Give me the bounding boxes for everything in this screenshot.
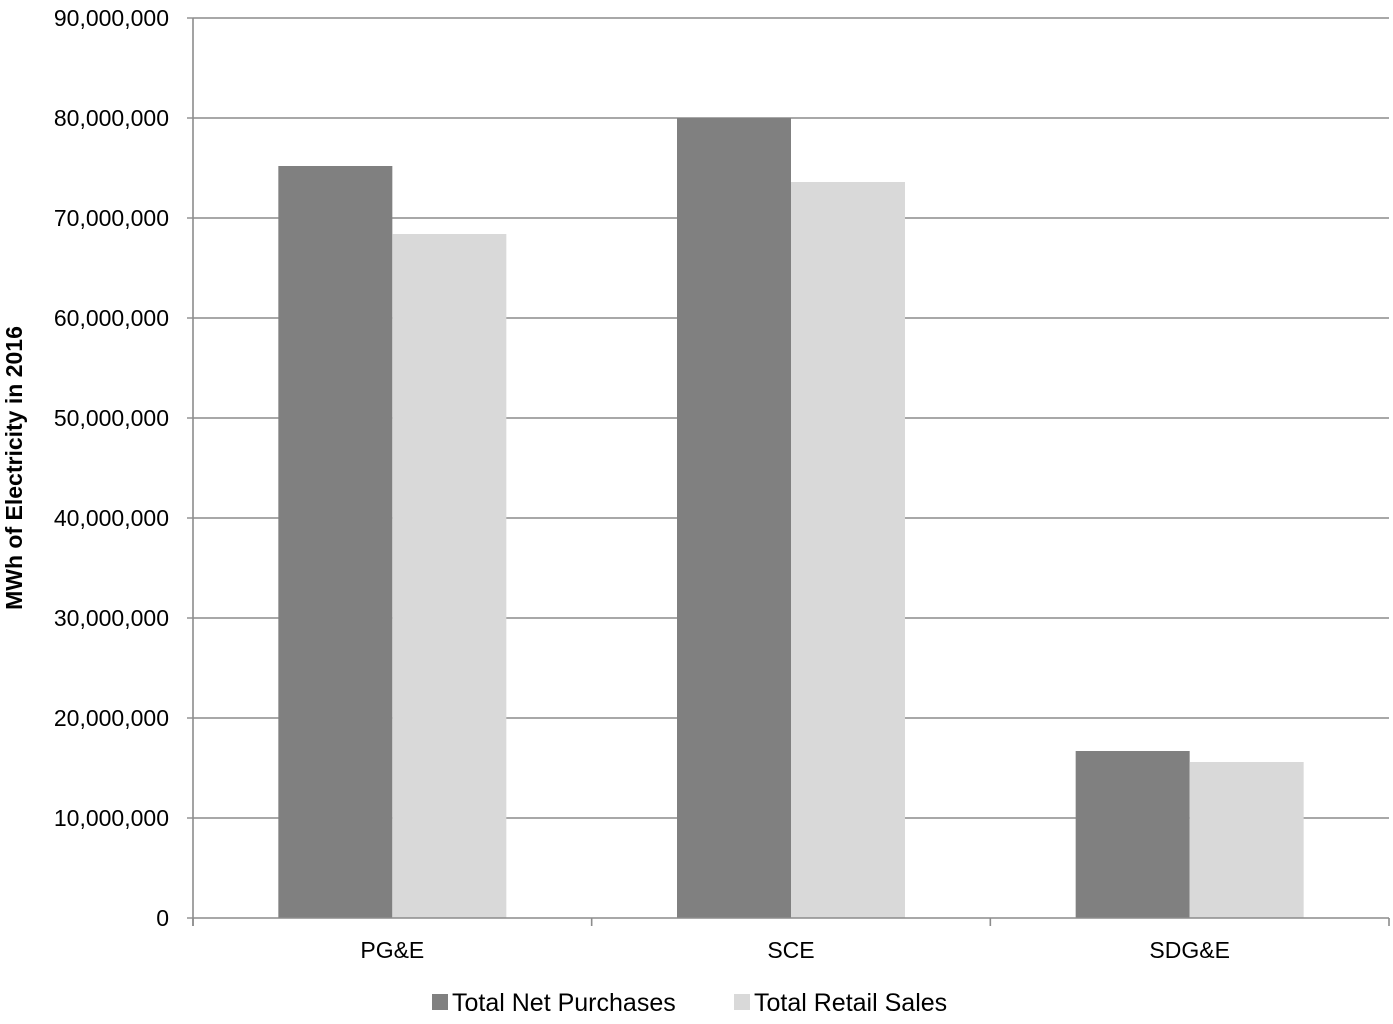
- y-tick-label: 60,000,000: [54, 305, 169, 331]
- x-tick-label: SCE: [767, 937, 814, 963]
- y-tick-label: 70,000,000: [54, 205, 169, 231]
- y-tick-label: 20,000,000: [54, 705, 169, 731]
- y-tick-label: 90,000,000: [54, 5, 169, 31]
- bar-retail-sales: [392, 234, 507, 918]
- y-tick-label: 0: [156, 905, 169, 931]
- legend: Total Net Purchases Total Retail Sales: [432, 989, 947, 1017]
- y-tick-label: 50,000,000: [54, 405, 169, 431]
- bar-retail-sales: [791, 182, 905, 918]
- legend-swatch: [432, 994, 448, 1010]
- bar-retail-sales: [1189, 762, 1304, 918]
- x-tick-labels: PG&E SCE SDG&E: [360, 937, 1230, 963]
- y-tick-labels: 0 10,000,000 20,000,000 30,000,000 40,000,00…: [54, 5, 169, 931]
- bars: [278, 118, 1304, 918]
- y-tick-label: 10,000,000: [54, 805, 169, 831]
- bar-net-purchases: [278, 166, 393, 918]
- legend-swatch: [734, 994, 750, 1010]
- legend-label: Total Retail Sales: [754, 989, 947, 1017]
- legend-label: Total Net Purchases: [452, 989, 676, 1017]
- y-tick-label: 30,000,000: [54, 605, 169, 631]
- y-tick-label: 40,000,000: [54, 505, 169, 531]
- x-tick-label: PG&E: [360, 937, 424, 963]
- axes: [187, 17, 1390, 926]
- bar-net-purchases: [677, 118, 791, 918]
- x-tick-label: SDG&E: [1149, 937, 1230, 963]
- y-tick-label: 80,000,000: [54, 105, 169, 131]
- y-axis-title: MWh of Electricity in 2016: [1, 326, 27, 610]
- bar-net-purchases: [1075, 751, 1190, 918]
